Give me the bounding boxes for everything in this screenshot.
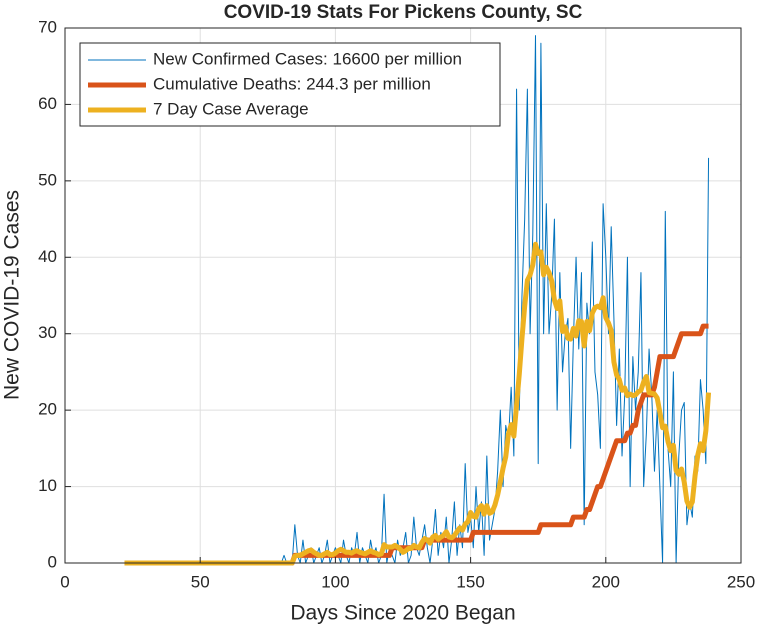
- ticks: 0 50 100 150 200 250 0 10 20 30 40 50 60 70: [38, 17, 755, 591]
- legend-box: [79, 42, 501, 127]
- y-axis-label: New COVID-19 Cases: [1, 190, 24, 400]
- chart-title: COVID-19 Stats For Pickens County, SC: [224, 2, 583, 23]
- y-tick-label: 10: [38, 476, 57, 495]
- legend-label: 7 Day Case Average: [153, 99, 309, 118]
- y-tick-label: 50: [38, 170, 57, 189]
- y-tick-label: 20: [38, 400, 57, 419]
- x-tick-label: 50: [191, 572, 210, 591]
- y-tick-label: 30: [38, 323, 57, 342]
- x-tick-label: 200: [592, 572, 620, 591]
- x-tick-label: 0: [60, 572, 69, 591]
- y-tick-label: 60: [38, 94, 57, 113]
- x-tick-label: 100: [321, 572, 349, 591]
- x-tick-label: 150: [456, 572, 484, 591]
- x-tick-label: 250: [727, 572, 755, 591]
- legend-label: Cumulative Deaths: 244.3 per million: [153, 74, 431, 93]
- x-axis-label: Days Since 2020 Began: [290, 602, 515, 625]
- legend: New Confirmed Cases: 16600 per million Cu…: [79, 42, 501, 127]
- legend-label: New Confirmed Cases: 16600 per million: [153, 49, 462, 68]
- axes-box: [64, 27, 742, 564]
- y-tick-label: 0: [48, 552, 57, 571]
- y-tick-label: 70: [38, 17, 57, 36]
- y-tick-label: 40: [38, 247, 57, 266]
